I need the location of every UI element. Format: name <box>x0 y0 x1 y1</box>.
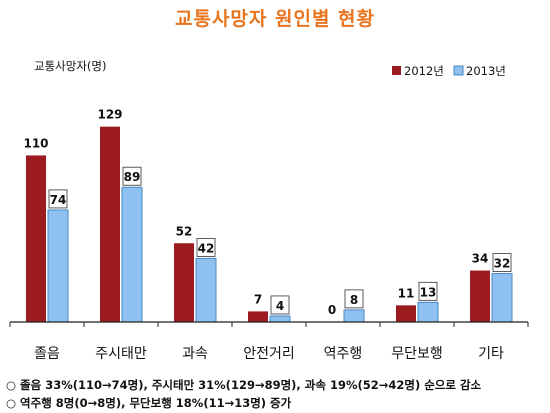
x-tick-label-역주행: 역주행 <box>324 346 363 362</box>
bar-2012년-주시태만 <box>100 126 120 323</box>
x-tick-label-졸음: 졸음 <box>34 346 60 362</box>
x-tick-label-기타: 기타 <box>478 346 504 362</box>
bar-2013년-과속 <box>195 257 217 323</box>
data-label-2012년-주시태만: 129 <box>97 108 122 122</box>
bar-2013년-안전거리 <box>269 315 291 323</box>
data-label-box-2013년-기타 <box>492 253 512 272</box>
data-label-2012년-과속: 52 <box>176 224 193 238</box>
bar-2012년-졸음 <box>26 155 46 322</box>
bar-2013년-주시태만 <box>121 186 143 323</box>
chart-title: 교통사망자 원인별 현황 <box>174 8 376 30</box>
data-label-2012년-무단보행: 11 <box>398 286 415 300</box>
legend-label-1: 2013년 <box>466 64 506 78</box>
data-label-2012년-졸음: 110 <box>23 136 48 150</box>
data-label-box-2013년-안전거리 <box>270 295 290 315</box>
data-label-2012년-안전거리: 7 <box>254 292 262 306</box>
data-label-2013년-기타: 32 <box>494 257 511 271</box>
x-tick-label-안전거리: 안전거리 <box>243 346 295 362</box>
data-label-2013년-무단보행: 13 <box>420 285 437 299</box>
legend-swatch-1 <box>453 65 464 76</box>
data-label-2013년-과속: 42 <box>198 241 215 255</box>
legend-label-0: 2012년 <box>404 64 444 78</box>
bar-2013년-무단보행 <box>417 301 439 323</box>
data-label-box-2013년-무단보행 <box>418 281 438 301</box>
bar-2013년-기타 <box>491 273 513 323</box>
x-tick-label-과속: 과속 <box>182 346 208 362</box>
data-label-2013년-졸음: 74 <box>50 193 67 207</box>
data-label-box-2013년-역주행 <box>344 289 364 309</box>
bar-2012년-안전거리 <box>248 311 268 322</box>
y-axis-label: 교통사망자(명) <box>34 59 106 73</box>
data-label-2012년-역주행: 0 <box>328 303 336 317</box>
data-label-box-2013년-주시태만 <box>122 166 142 186</box>
summary-note-increase: ○ 역주행 8명(0→8명), 무단보행 18%(11→13명) 증가 <box>6 396 292 410</box>
bar-2012년-기타 <box>470 270 490 322</box>
data-label-2012년-기타: 34 <box>472 252 489 266</box>
bar-2013년-졸음 <box>47 209 69 323</box>
bar-2012년-과속 <box>174 243 194 322</box>
data-label-box-2013년-졸음 <box>48 189 68 209</box>
legend-swatch-0 <box>392 66 401 75</box>
x-tick-label-무단보행: 무단보행 <box>391 346 443 362</box>
bar-2012년-무단보행 <box>396 305 416 322</box>
data-label-2013년-주시태만: 89 <box>124 170 141 184</box>
data-label-box-2013년-과속 <box>196 237 216 257</box>
data-label-2013년-역주행: 8 <box>350 293 358 307</box>
summary-note-decrease: ○ 졸음 33%(110→74명), 주시태만 31%(129→89명), 과속… <box>6 378 482 392</box>
bar-2013년-역주행 <box>343 309 365 323</box>
data-label-2013년-안전거리: 4 <box>276 299 284 313</box>
x-tick-label-주시태만: 주시태만 <box>95 346 147 362</box>
